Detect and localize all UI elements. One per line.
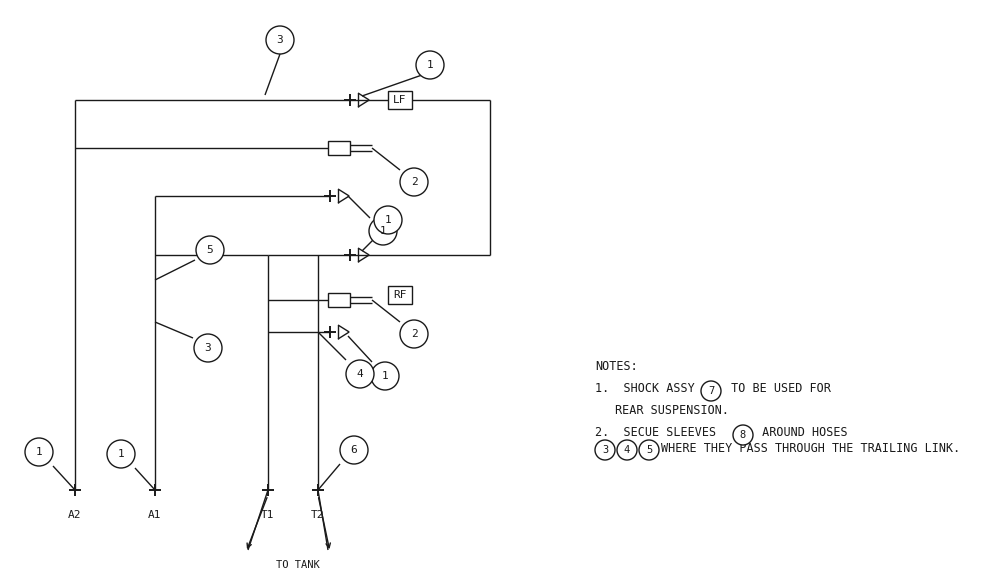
Text: 5: 5: [207, 245, 213, 255]
Circle shape: [371, 362, 399, 390]
Circle shape: [25, 438, 53, 466]
Circle shape: [196, 236, 224, 264]
Text: 1: 1: [382, 371, 388, 381]
Text: 3: 3: [277, 35, 283, 45]
Text: 1.  SHOCK ASSY: 1. SHOCK ASSY: [595, 382, 695, 395]
Text: 5: 5: [646, 445, 652, 455]
Circle shape: [595, 440, 615, 460]
Text: TO BE USED FOR: TO BE USED FOR: [724, 382, 831, 395]
Text: LF: LF: [393, 95, 407, 105]
Circle shape: [369, 217, 397, 245]
Circle shape: [107, 440, 135, 468]
Text: 8: 8: [740, 430, 746, 440]
Text: A2: A2: [68, 510, 82, 520]
Text: 4: 4: [624, 445, 630, 455]
Circle shape: [400, 320, 428, 348]
Circle shape: [194, 334, 222, 362]
Text: 1: 1: [427, 60, 433, 70]
Circle shape: [346, 360, 374, 388]
Circle shape: [340, 436, 368, 464]
Text: AROUND HOSES: AROUND HOSES: [755, 426, 848, 439]
Text: 1: 1: [385, 215, 391, 225]
Text: 4: 4: [357, 369, 363, 379]
Bar: [328, 293, 350, 307]
Text: TO TANK: TO TANK: [276, 560, 320, 570]
Circle shape: [374, 206, 402, 234]
Bar: [328, 141, 350, 155]
Text: NOTES:: NOTES:: [595, 360, 638, 373]
Circle shape: [701, 381, 721, 401]
Text: A1: A1: [148, 510, 162, 520]
Text: 1: 1: [118, 449, 124, 459]
Text: 3: 3: [205, 343, 211, 353]
Text: 3: 3: [602, 445, 608, 455]
Bar: [388, 286, 412, 304]
Text: REAR SUSPENSION.: REAR SUSPENSION.: [615, 404, 729, 417]
Text: 1: 1: [36, 447, 42, 457]
Text: 1: 1: [380, 226, 386, 236]
Text: 2: 2: [411, 177, 417, 187]
Text: 6: 6: [351, 445, 357, 455]
Text: T1: T1: [261, 510, 275, 520]
Text: WHERE THEY PASS THROUGH THE TRAILING LINK.: WHERE THEY PASS THROUGH THE TRAILING LIN…: [661, 442, 960, 455]
Circle shape: [400, 168, 428, 196]
Text: RF: RF: [393, 290, 407, 300]
Circle shape: [733, 425, 753, 445]
Text: T2: T2: [311, 510, 325, 520]
Circle shape: [266, 26, 294, 54]
Text: 2.  SECUE SLEEVES: 2. SECUE SLEEVES: [595, 426, 716, 439]
Text: 2: 2: [411, 329, 417, 339]
Circle shape: [617, 440, 637, 460]
Circle shape: [416, 51, 444, 79]
Circle shape: [639, 440, 659, 460]
Bar: [388, 91, 412, 109]
Text: 7: 7: [708, 386, 714, 396]
